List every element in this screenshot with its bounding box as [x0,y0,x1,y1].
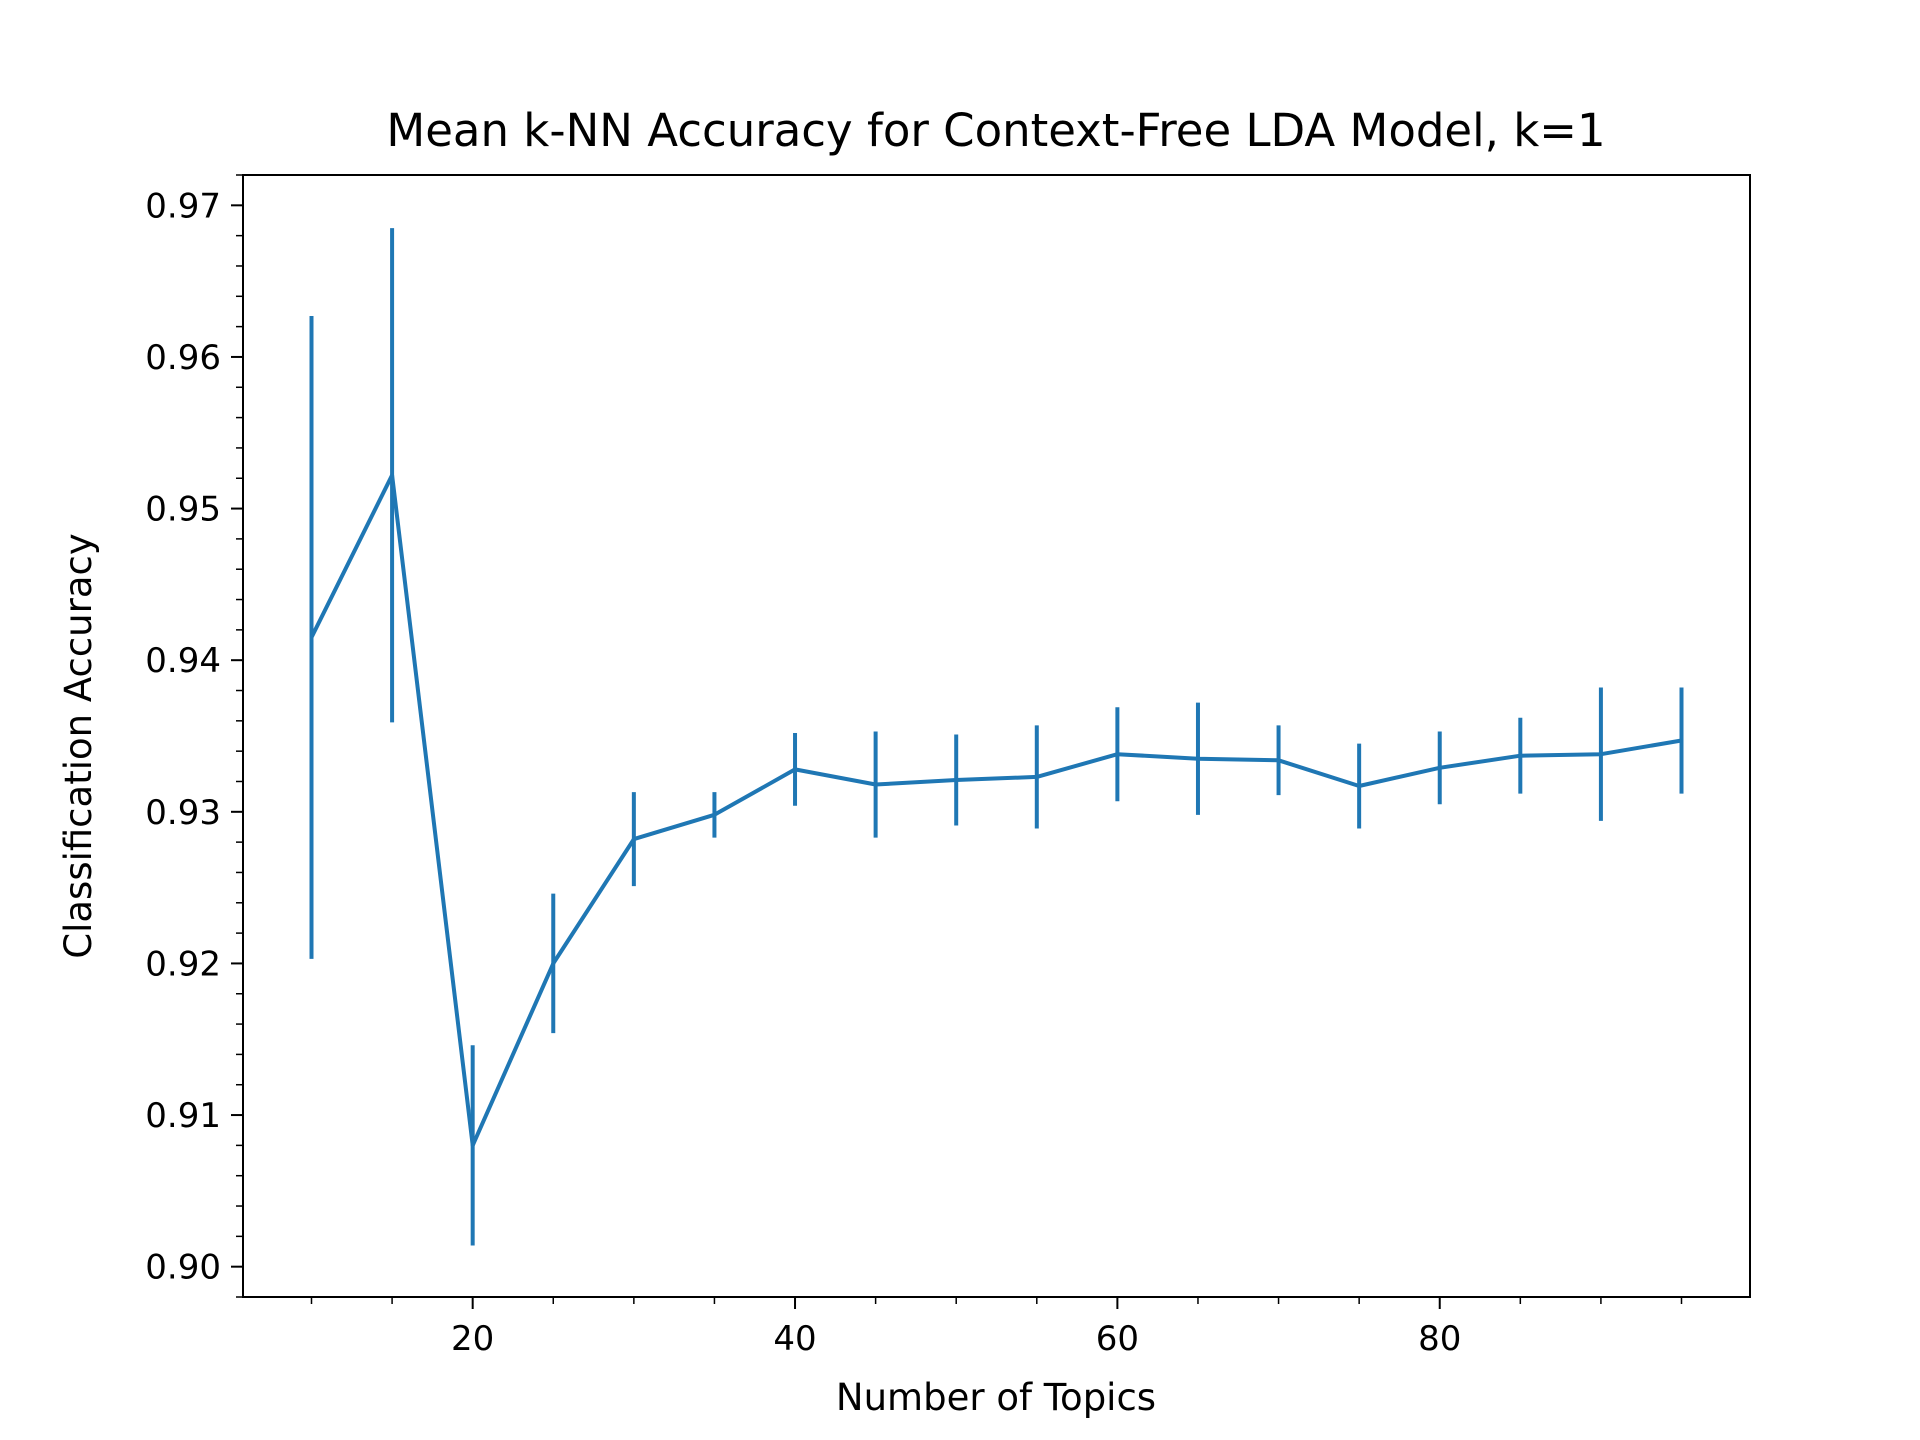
y-axis: 0.90 0.91 0.92 0.93 0.94 0.95 0.96 0.97 [145,174,243,1298]
y-tick-label: 0.97 [145,186,221,226]
chart-title: Mean k-NN Accuracy for Context-Free LDA … [386,104,1605,157]
y-axis-label: Classification Accuracy [57,533,100,959]
x-tick-label: 80 [1418,1319,1461,1359]
y-tick-label: 0.92 [145,944,221,984]
plot-frame [242,174,1751,1298]
y-tick-label: 0.93 [145,793,221,833]
y-tick-label: 0.96 [145,338,221,378]
y-tick-label: 0.95 [145,490,221,530]
series-line [309,473,1682,1148]
x-tick-label: 20 [451,1319,494,1359]
y-tick-label: 0.91 [145,1096,221,1136]
y-tick-label: 0.94 [145,641,221,681]
x-axis: 20 40 60 80 [310,1297,1683,1359]
x-tick-label: 60 [1096,1319,1139,1359]
plot-marks [309,228,1684,1246]
x-axis-label: Number of Topics [836,1376,1156,1419]
x-tick-label: 40 [773,1319,816,1359]
y-tick-label: 0.90 [145,1248,221,1288]
